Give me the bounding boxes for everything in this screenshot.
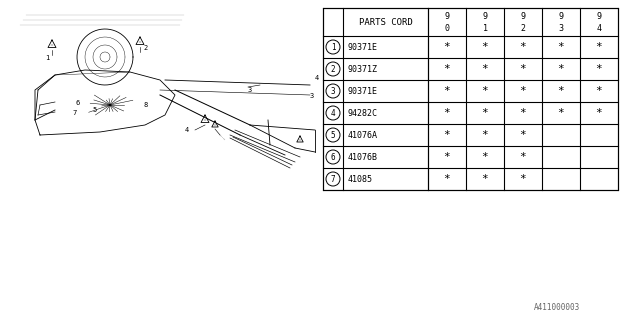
- Text: *: *: [520, 86, 526, 96]
- Text: *: *: [596, 86, 602, 96]
- Text: *: *: [557, 86, 564, 96]
- Text: *: *: [444, 42, 451, 52]
- Text: *: *: [482, 86, 488, 96]
- Text: 2: 2: [520, 23, 525, 33]
- Text: *: *: [444, 108, 451, 118]
- Text: 4: 4: [596, 23, 602, 33]
- Text: *: *: [596, 64, 602, 74]
- Text: 41085: 41085: [348, 174, 373, 183]
- Text: *: *: [520, 108, 526, 118]
- Text: *: *: [557, 64, 564, 74]
- Text: *: *: [520, 152, 526, 162]
- Text: *: *: [444, 174, 451, 184]
- Text: 90371E: 90371E: [348, 86, 378, 95]
- Text: 1: 1: [483, 23, 488, 33]
- Text: *: *: [444, 86, 451, 96]
- Text: 94282C: 94282C: [348, 108, 378, 117]
- Text: *: *: [596, 42, 602, 52]
- Text: 3: 3: [331, 86, 335, 95]
- Text: 41076A: 41076A: [348, 131, 378, 140]
- Text: *: *: [444, 130, 451, 140]
- Text: 3: 3: [559, 23, 563, 33]
- Text: 9: 9: [520, 12, 525, 20]
- Text: *: *: [520, 42, 526, 52]
- Text: 8: 8: [143, 102, 147, 108]
- Text: 2: 2: [143, 45, 147, 51]
- Text: *: *: [482, 152, 488, 162]
- Text: PARTS CORD: PARTS CORD: [358, 18, 412, 27]
- Text: *: *: [520, 64, 526, 74]
- Text: 6: 6: [331, 153, 335, 162]
- Text: *: *: [520, 130, 526, 140]
- Text: *: *: [557, 108, 564, 118]
- Text: 9: 9: [445, 12, 449, 20]
- Text: 3: 3: [310, 93, 314, 99]
- Text: *: *: [482, 64, 488, 74]
- Text: *: *: [482, 42, 488, 52]
- Text: 2: 2: [331, 65, 335, 74]
- Text: 3: 3: [248, 87, 252, 93]
- Text: *: *: [444, 152, 451, 162]
- Text: 9: 9: [559, 12, 563, 20]
- Text: 90371E: 90371E: [348, 43, 378, 52]
- Text: *: *: [596, 108, 602, 118]
- Text: 6: 6: [75, 100, 79, 106]
- Text: 9: 9: [596, 12, 602, 20]
- Text: *: *: [557, 42, 564, 52]
- Text: 7: 7: [72, 110, 76, 116]
- Text: A411000003: A411000003: [534, 303, 580, 312]
- Text: 5: 5: [92, 107, 96, 113]
- Bar: [323, 8, 618, 190]
- Text: 0: 0: [445, 23, 449, 33]
- Text: 90371Z: 90371Z: [348, 65, 378, 74]
- Text: *: *: [482, 130, 488, 140]
- Text: *: *: [482, 174, 488, 184]
- Text: 5: 5: [331, 131, 335, 140]
- Text: 4: 4: [331, 108, 335, 117]
- Text: *: *: [520, 174, 526, 184]
- Text: 41076B: 41076B: [348, 153, 378, 162]
- Text: 7: 7: [331, 174, 335, 183]
- Text: 1: 1: [45, 55, 49, 61]
- Text: 4: 4: [315, 75, 319, 81]
- Text: 4: 4: [185, 127, 189, 133]
- Text: *: *: [482, 108, 488, 118]
- Text: *: *: [444, 64, 451, 74]
- Text: 1: 1: [331, 43, 335, 52]
- Text: 9: 9: [483, 12, 488, 20]
